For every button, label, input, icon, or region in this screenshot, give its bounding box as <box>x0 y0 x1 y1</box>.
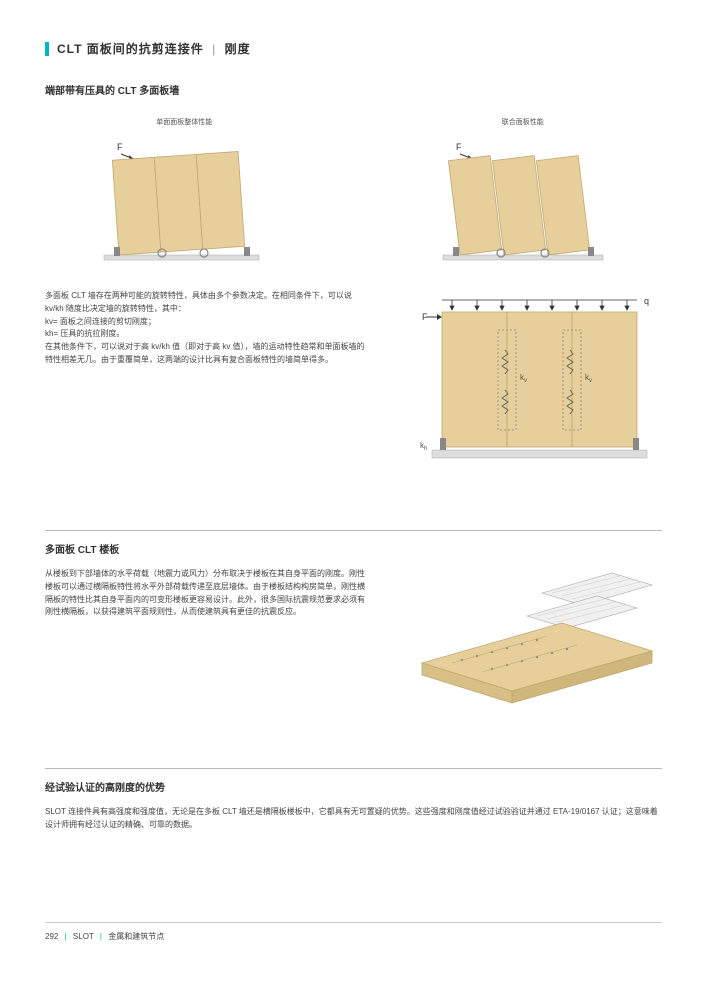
section-1-title: 端部带有压具的 CLT 多面板墙 <box>45 82 662 97</box>
diagram-wall-stiffness: q F kv kv kh <box>412 290 662 475</box>
footer-brand: SLOT <box>73 932 94 941</box>
holddown-right <box>244 247 250 256</box>
section-1-text: 多面板 CLT 墙存在两种可能的旋转特性，具体由多个参数决定。在相同条件下，可以… <box>45 290 372 460</box>
holddown-left <box>114 247 120 256</box>
diagram-single-panel: F <box>45 135 324 265</box>
section-2-title: 多面板 CLT 楼板 <box>45 530 662 556</box>
accent-bar <box>45 42 49 56</box>
diagram-coupled-panel: F <box>384 135 663 265</box>
section-3-title: 经试验认证的高刚度的优势 <box>45 768 662 794</box>
title-separator: | <box>212 42 216 56</box>
force-label-2: F <box>456 142 462 152</box>
title-part-1: CLT 面板间的抗剪连接件 <box>57 42 204 56</box>
page-footer: 292 | SLOT | 金属和建筑节点 <box>45 922 662 942</box>
section-3-text: SLOT 连接件具有高强度和强度值，无论是在多板 CLT 墙还是横隔板楼板中，它… <box>45 806 662 832</box>
footer-text: 金属和建筑节点 <box>108 932 164 941</box>
page-title: CLT 面板间的抗剪连接件 | 刚度 <box>45 40 662 57</box>
title-part-2: 刚度 <box>225 42 251 56</box>
diagram-floor <box>412 568 662 713</box>
diagram-label-left: 单面面板整体性能 <box>45 117 324 127</box>
base-line <box>104 255 259 260</box>
kh-label: kh <box>420 441 427 452</box>
page-number: 292 <box>45 932 58 941</box>
diagram-label-right: 联合面板性能 <box>384 117 663 127</box>
force-label-1: F <box>117 142 123 152</box>
load-label: q <box>644 296 649 306</box>
section-2-text: 从楼板到下部墙体的水平荷载（地震力或风力）分布取决于楼板在其自身平面的刚度。刚性… <box>45 568 372 698</box>
